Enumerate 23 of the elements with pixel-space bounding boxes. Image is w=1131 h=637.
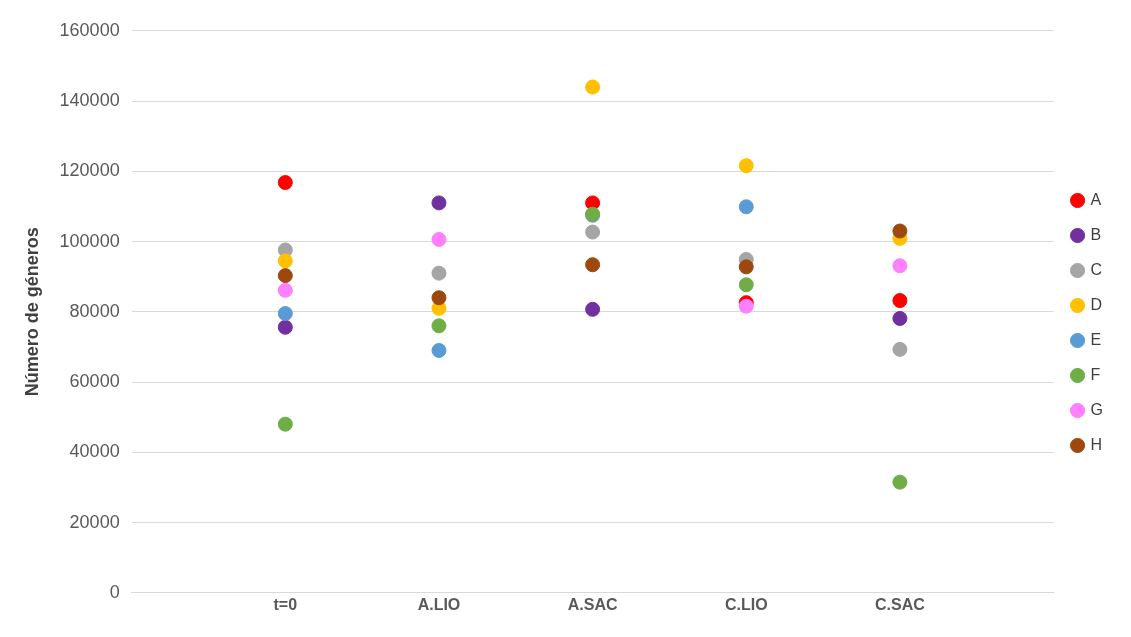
y-tick-label: 100000 (59, 230, 120, 251)
y-tick-label: 20000 (69, 511, 120, 532)
y-tick-label: 120000 (59, 160, 120, 181)
x-tick-label: A.LIO (417, 595, 461, 613)
legend-label: B (1090, 225, 1102, 243)
legend-label: C (1090, 260, 1103, 278)
legend-label: F (1090, 365, 1101, 383)
y-tick-label: 0 (109, 581, 120, 602)
y-tick-label: 40000 (69, 441, 120, 462)
legend-label: H (1090, 435, 1103, 453)
legend-label: A (1090, 190, 1102, 208)
legend-label: D (1090, 295, 1103, 313)
x-tick-label: t=0 (273, 595, 298, 613)
x-tick-label: C.SAC (875, 595, 926, 613)
legend-label: G (1090, 400, 1104, 418)
y-axis-title: Número de géneros (21, 227, 42, 397)
y-tick-label: 160000 (59, 19, 120, 40)
y-tick-label: 140000 (59, 90, 120, 111)
x-tick-label: C.LIO (724, 595, 768, 613)
x-tick-label: A.SAC (567, 595, 618, 613)
y-tick-label: 80000 (69, 300, 120, 321)
y-tick-label: 60000 (69, 371, 120, 392)
legend-label: E (1090, 330, 1102, 348)
